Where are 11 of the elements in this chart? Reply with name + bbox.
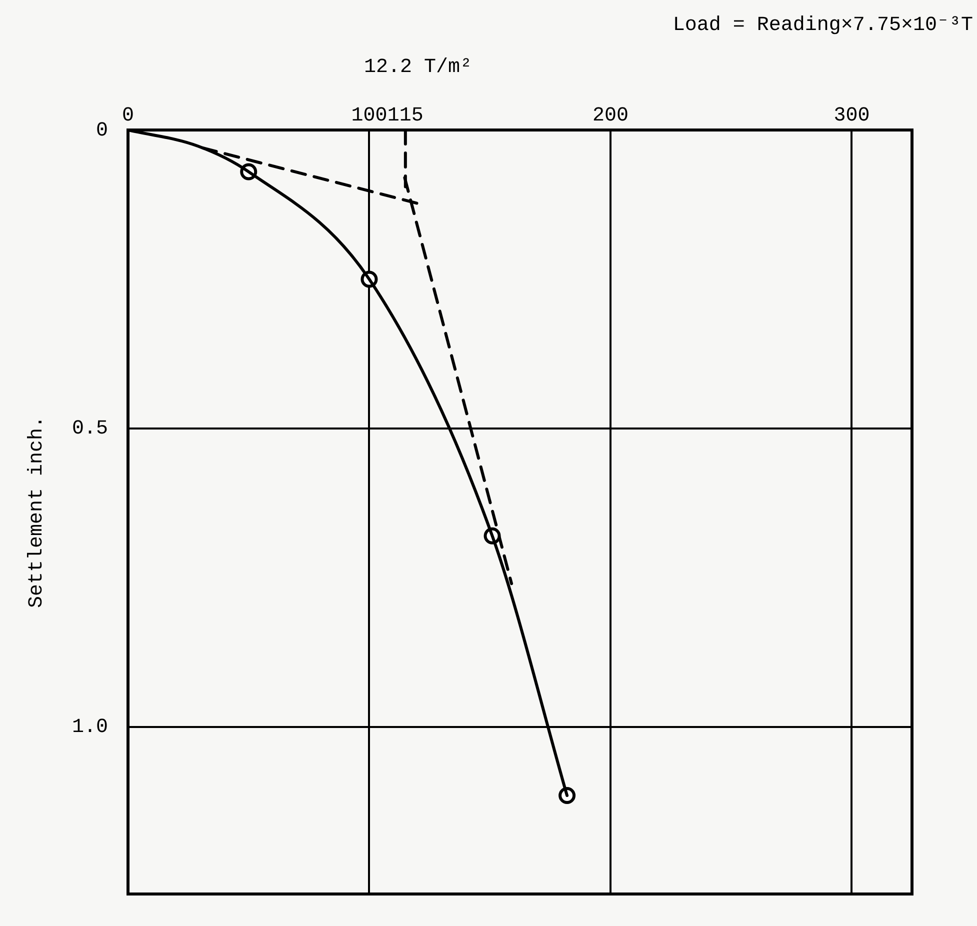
- x-tick-label: 300: [834, 104, 870, 128]
- x-tick-label: 115: [387, 104, 424, 128]
- x-tick-label: 100: [351, 104, 388, 128]
- y-tick-label: 0.5: [72, 418, 108, 441]
- text: Load = Reading×7.75×10⁻³T: [672, 14, 973, 37]
- x-tick-label: 0: [122, 104, 134, 128]
- text: 12.2 T/m²: [364, 56, 472, 79]
- y-tick-label: 1.0: [72, 716, 108, 740]
- y-axis-title: Settlement inch.: [25, 416, 48, 608]
- x-tick-label: 200: [592, 104, 628, 128]
- y-tick-label: 0: [96, 119, 108, 142]
